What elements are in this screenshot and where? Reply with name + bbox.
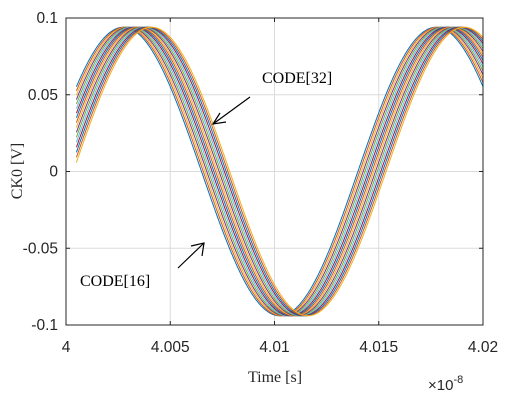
annotation-arrow-16-icon [177, 242, 205, 269]
series-group [75, 26, 484, 317]
series-line [75, 26, 484, 317]
series-line [75, 26, 484, 317]
series-line [75, 26, 484, 317]
x-exponent-power: -8 [453, 374, 463, 386]
series-line [75, 26, 484, 317]
y-tick-label: 0.1 [36, 10, 58, 27]
y-tick-label: 0.05 [28, 87, 58, 104]
x-tick-label: 4.02 [468, 339, 498, 356]
series-line [75, 26, 484, 317]
series-line [75, 26, 484, 317]
y-tick-label: 0 [49, 164, 58, 181]
x-tick-label: 4.005 [151, 339, 190, 356]
annotation-code-32: CODE[32] [262, 70, 332, 87]
annotation-code-16: CODE[16] [80, 273, 150, 290]
x-tick-label: 4.01 [259, 339, 289, 356]
x-exponent-base: ×10 [428, 377, 453, 394]
ticks: 4 4.005 4.01 4.015 4.02 -0.1 -0.05 0 0.05 0.1 [23, 10, 498, 356]
y-axis-label: CK0 [V] [9, 143, 26, 199]
y-tick-label: -0.05 [23, 240, 58, 257]
x-axis-label: Time [s] [248, 369, 302, 386]
annotation-arrow-32-icon [211, 96, 251, 125]
x-exponent-label: ×10-8 [428, 374, 463, 394]
y-tick-label: -0.1 [31, 317, 58, 334]
x-tick-label: 4.015 [359, 339, 398, 356]
x-tick-label: 4 [62, 339, 71, 356]
series-line [75, 26, 484, 317]
